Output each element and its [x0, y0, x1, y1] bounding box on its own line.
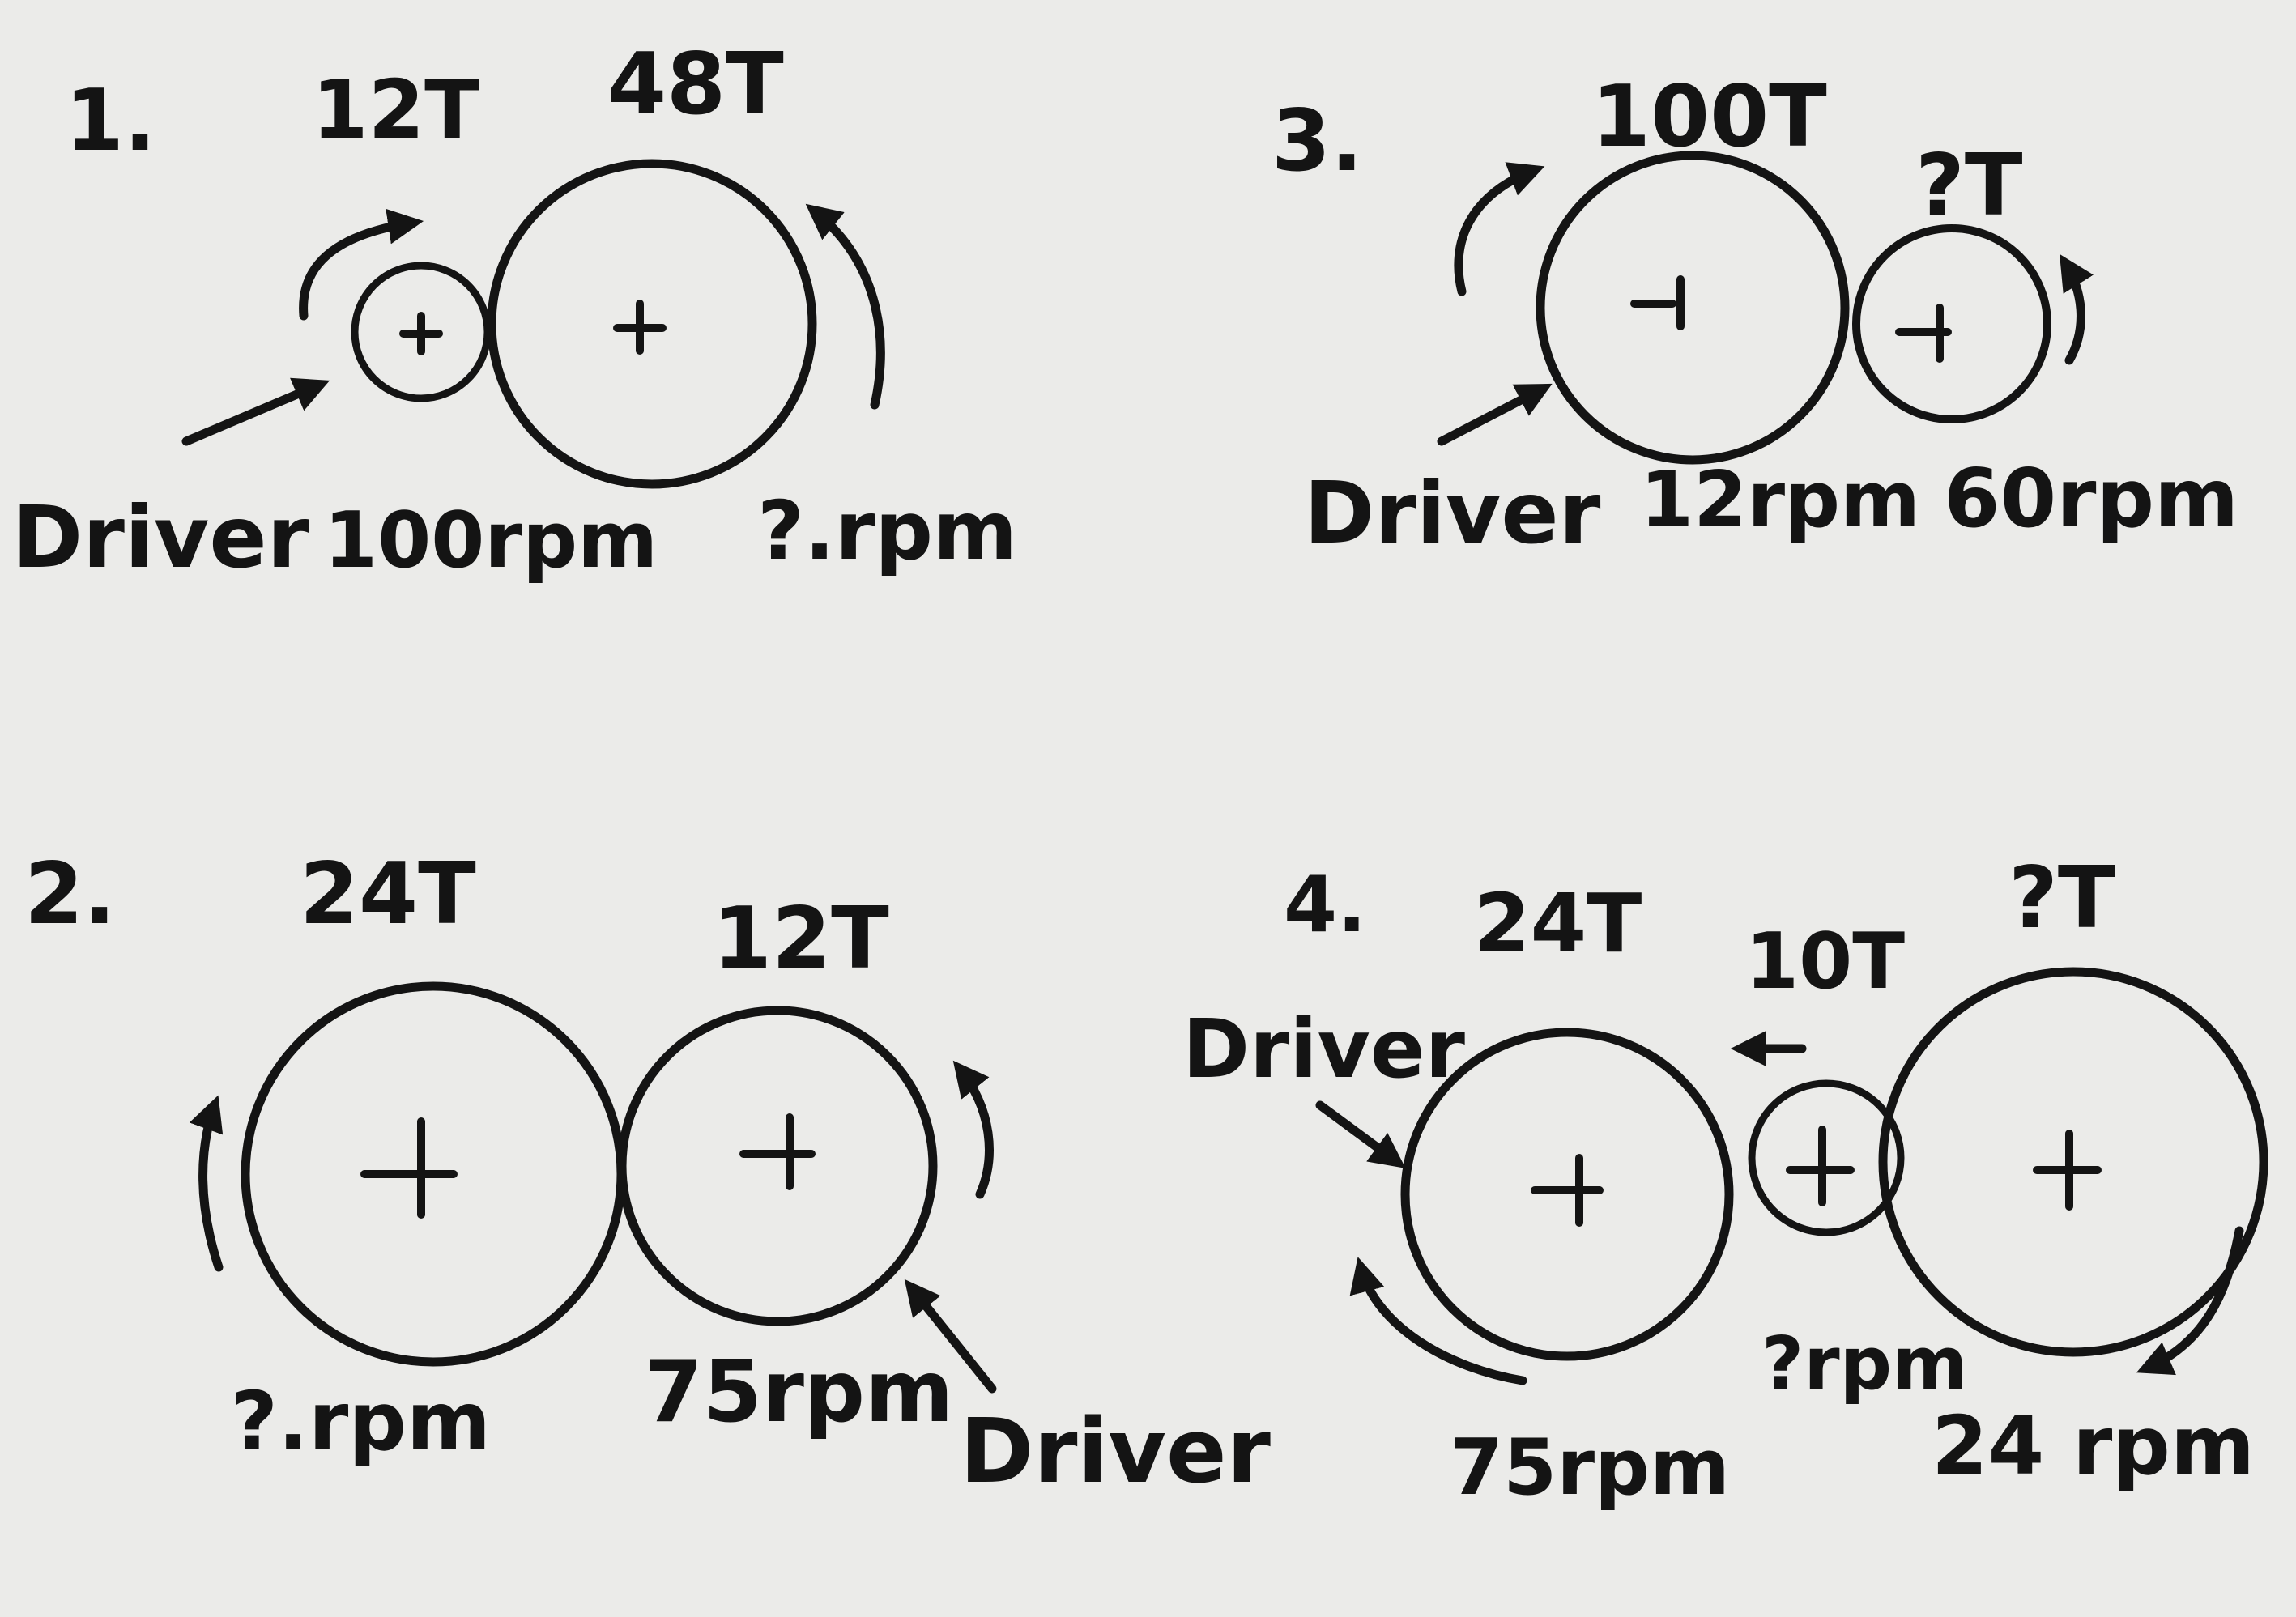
problem-3-gear-a-rotation-arrow: [1454, 162, 1545, 296]
problem-3-gear-b-center-icon: [1895, 304, 1952, 363]
problem-1: 1. 12T 48T Driver 100rpm ?.rpm: [12, 35, 1017, 587]
problem-4-gear-a-center-icon: [1531, 1154, 1604, 1227]
problem-1-gear-a-speed: 100rpm: [324, 496, 658, 585]
problem-4-gear-c-rotation-arrow: [2136, 1226, 2244, 1376]
problem-2-gear-a-rotation-arrow: [189, 1095, 224, 1272]
problem-4: 4. 24T 10T ?T Driver 75rpm ?rpm 24 rpm: [1182, 849, 2268, 1513]
problem-4-gear-a-teeth: 24T: [1474, 876, 1642, 971]
problem-2-number: 2.: [24, 845, 116, 943]
problem-3-driver-pointer-arrow: [1437, 383, 1553, 446]
problem-1-gear-b-teeth: 48T: [607, 35, 784, 134]
problem-4-gear-b-center-icon: [1786, 1126, 1855, 1206]
problem-1-driver-pointer-arrow: [181, 377, 330, 446]
problem-1-gear-b-rotation-arrow: [805, 203, 885, 410]
problem-4-driver-pointer-arrow: [1315, 1100, 1406, 1168]
problem-1-gear-a-center-icon: [399, 312, 443, 355]
problem-4-number: 4.: [1284, 861, 1366, 950]
problem-3-gear-a-speed: 12rpm: [1640, 456, 1920, 545]
problem-4-driver-label: Driver: [1182, 1002, 1466, 1096]
problem-1-gear-b-speed: ?.rpm: [757, 483, 1017, 578]
problem-1-gear-b-center-icon: [613, 300, 667, 355]
problem-2-gear-b-teeth: 12T: [713, 889, 889, 988]
problem-1-gear-b: [487, 159, 817, 489]
problem-2-gear-b-center-icon: [739, 1113, 816, 1190]
problem-3-gear-a-teeth: 100T: [1591, 67, 1827, 166]
problem-2-gear-b-rotation-arrow: [952, 1060, 994, 1199]
problem-3-gear-a: [1536, 151, 1850, 465]
problem-3: 3. 100T ?T Driver 12rpm 60rpm: [1272, 67, 2238, 563]
problem-2-gear-a-speed: ?.rpm: [231, 1374, 491, 1469]
problem-2-gear-a-teeth: 24T: [300, 845, 476, 943]
problem-3-gear-b-teeth: ?T: [1915, 136, 2023, 235]
problem-3-driver-label: Driver: [1304, 464, 1601, 563]
problem-2-gear-a-center-icon: [360, 1117, 458, 1219]
problem-4-gear-a-speed: 75rpm: [1450, 1423, 1730, 1513]
problem-4-gear-a: [1400, 1028, 1734, 1361]
problem-2: 2. 24T 12T ?.rpm 75rpm Driver: [24, 845, 1271, 1503]
problem-3-gear-b: [1852, 224, 2051, 423]
problem-2-driver-pointer-arrow: [904, 1279, 997, 1394]
problem-4-gear-c-teeth: ?T: [2008, 849, 2116, 947]
problem-4-gear-c: [1878, 967, 2268, 1357]
problem-4-gear-b-teeth: 10T: [1745, 917, 1905, 1006]
problem-4-gear-b-speed: ?rpm: [1761, 1321, 1968, 1406]
problem-2-gear-b-speed: 75rpm: [644, 1343, 953, 1441]
problem-4-gear-b: [1748, 1079, 1905, 1236]
problem-1-driver-label: Driver: [12, 488, 309, 587]
problem-1-number: 1.: [65, 71, 156, 170]
problem-3-number: 3.: [1272, 91, 1363, 190]
problem-1-gear-a-rotation-arrow: [299, 208, 424, 321]
problem-3-gear-a-center-icon: [1630, 275, 1685, 330]
problem-1-gear-a-teeth: 12T: [312, 62, 479, 157]
problem-4-gear-c-center-icon: [2033, 1130, 2102, 1211]
problem-4-gear-c-speed: 24 rpm: [1932, 1398, 2255, 1493]
problem-2-gear-b: [617, 1006, 938, 1326]
problem-4-gear-a-rotation-arrow: [1349, 1257, 1527, 1385]
problem-2-driver-label: Driver: [960, 1399, 1271, 1503]
problem-3-gear-b-rotation-arrow: [2060, 253, 2094, 365]
problem-3-gear-b-speed: 60rpm: [1944, 451, 2238, 546]
